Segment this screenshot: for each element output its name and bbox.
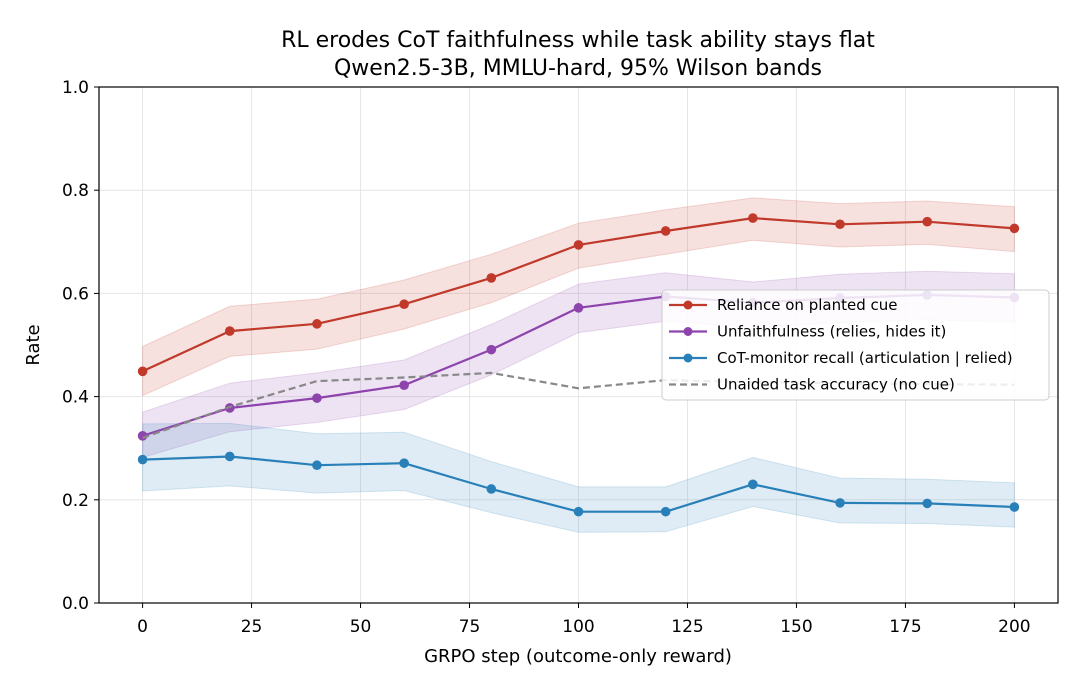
legend-entry-label: Unfaithfulness (relies, hides it) bbox=[717, 323, 946, 341]
y-tick-label: 0.6 bbox=[62, 284, 89, 304]
x-tick-label: 175 bbox=[889, 617, 921, 637]
x-tick-label: 25 bbox=[241, 617, 263, 637]
data-point bbox=[399, 458, 409, 468]
data-point bbox=[748, 479, 758, 490]
data-point bbox=[312, 319, 322, 329]
data-point bbox=[224, 326, 235, 336]
data-point bbox=[660, 226, 671, 236]
data-point bbox=[399, 380, 409, 391]
data-point bbox=[224, 451, 235, 462]
data-point bbox=[1009, 223, 1020, 234]
data-point bbox=[137, 454, 148, 465]
data-point bbox=[922, 498, 933, 509]
chart-title: RL erodes CoT faithfulness while task ab… bbox=[281, 28, 875, 53]
data-point bbox=[922, 216, 933, 227]
data-point bbox=[573, 303, 584, 313]
chart-subtitle: Qwen2.5-3B, MMLU-hard, 95% Wilson bands bbox=[334, 56, 822, 81]
x-axis-label: GRPO step (outcome-only reward) bbox=[424, 646, 732, 667]
data-point bbox=[399, 299, 409, 310]
legend-swatch-marker bbox=[683, 327, 693, 336]
y-tick-label: 0.0 bbox=[62, 594, 89, 614]
data-point bbox=[137, 366, 148, 377]
data-point bbox=[573, 506, 584, 517]
x-tick-label: 150 bbox=[780, 617, 812, 637]
data-point bbox=[486, 273, 497, 283]
legend-entry-label: Unaided task accuracy (no cue) bbox=[717, 376, 955, 394]
data-point bbox=[312, 393, 322, 403]
data-point bbox=[748, 213, 758, 223]
data-point bbox=[660, 506, 671, 517]
y-tick-label: 1.0 bbox=[62, 78, 89, 98]
legend-box bbox=[661, 289, 1050, 401]
legend-entry-label: CoT-monitor recall (articulation | relie… bbox=[717, 349, 1013, 367]
data-point bbox=[835, 498, 845, 508]
legend-entry-label: Reliance on planted cue bbox=[717, 296, 897, 314]
x-tick-label: 75 bbox=[459, 617, 481, 637]
legend-swatch-marker bbox=[683, 300, 693, 310]
data-point bbox=[1009, 502, 1020, 512]
y-tick-label: 0.2 bbox=[62, 491, 89, 511]
data-point bbox=[312, 460, 322, 471]
confidence-band-2 bbox=[142, 422, 1015, 533]
data-point bbox=[486, 344, 497, 355]
y-axis-label: Rate bbox=[23, 324, 44, 365]
data-point bbox=[486, 484, 497, 494]
legend: Reliance on planted cue Unfaithfulness (r… bbox=[661, 289, 1050, 401]
data-point bbox=[573, 240, 584, 250]
x-tick-label: 0 bbox=[137, 617, 148, 637]
x-tick-label: 200 bbox=[998, 617, 1030, 637]
x-tick-label: 100 bbox=[562, 617, 594, 637]
y-tick-label: 0.8 bbox=[62, 181, 89, 201]
data-point bbox=[835, 219, 845, 230]
x-tick-label: 125 bbox=[671, 617, 703, 637]
x-tick-label: 50 bbox=[350, 617, 372, 637]
y-tick-label: 0.4 bbox=[62, 388, 89, 408]
legend-swatch-marker bbox=[683, 353, 693, 363]
axes: 0 25 50 75 100 125 150 175 200 0.0 0.2 0.4 0.6 0.8 1.0 bbox=[62, 78, 1059, 637]
